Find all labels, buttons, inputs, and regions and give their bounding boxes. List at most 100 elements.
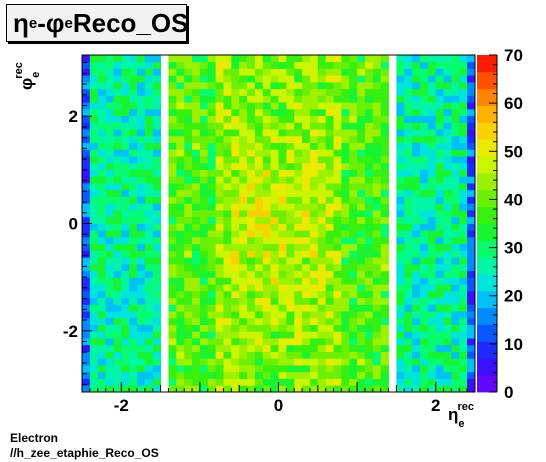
- heatmap-cell: [270, 75, 279, 83]
- heatmap-cell: [349, 257, 358, 265]
- heatmap-cell: [113, 365, 122, 373]
- heatmap-cell: [113, 176, 122, 184]
- heatmap-cell: [443, 216, 452, 224]
- heatmap-cell: [459, 203, 468, 211]
- heatmap-cell: [286, 223, 295, 231]
- heatmap-cell: [105, 236, 114, 245]
- heatmap-cell: [302, 223, 311, 231]
- heatmap-cell: [176, 196, 185, 204]
- heatmap-cell: [317, 331, 327, 339]
- heatmap-cell: [380, 115, 389, 123]
- heatmap-cell: [286, 317, 295, 325]
- heatmap-cell: [451, 250, 460, 258]
- heatmap-cell: [372, 95, 382, 103]
- heatmap-cell: [192, 189, 201, 197]
- heatmap-cell: [302, 68, 311, 76]
- heatmap-cell: [317, 236, 327, 245]
- heatmap-cell: [286, 135, 295, 144]
- heatmap-cell: [121, 277, 130, 285]
- heatmap-cell: [144, 108, 154, 117]
- heatmap-cell: [364, 243, 374, 251]
- heatmap-cell: [341, 297, 350, 305]
- heatmap-cell: [82, 169, 91, 177]
- heatmap-cell: [105, 88, 114, 96]
- heatmap-cell: [223, 223, 232, 231]
- heatmap-cell: [294, 95, 303, 103]
- heatmap-cell: [129, 88, 138, 96]
- heatmap-cell: [364, 95, 374, 103]
- heatmap-cell: [176, 149, 185, 157]
- heatmap-cell: [199, 61, 209, 69]
- heatmap-cell: [89, 189, 99, 197]
- heatmap-cell: [341, 95, 350, 103]
- heatmap-cell: [144, 371, 154, 379]
- heatmap-cell: [309, 102, 319, 110]
- heatmap-cell: [427, 358, 437, 366]
- heatmap-cell: [239, 169, 248, 177]
- heatmap-cell: [207, 183, 217, 191]
- heatmap-cell: [317, 135, 327, 144]
- heatmap-cell: [396, 371, 405, 379]
- heatmap-cell: [278, 358, 287, 366]
- heatmap-cell: [333, 129, 342, 137]
- heatmap-cell: [435, 142, 444, 150]
- heatmap-cell: [113, 297, 122, 305]
- heatmap-cell: [396, 351, 405, 359]
- heatmap-cell: [121, 142, 130, 150]
- heatmap-cell: [372, 263, 382, 272]
- heatmap-cell: [207, 250, 217, 258]
- heatmap-cell: [192, 351, 201, 359]
- heatmap-cell: [223, 331, 232, 339]
- heatmap-cell: [113, 344, 122, 352]
- heatmap-cell: [223, 236, 232, 245]
- heatmap-cell: [341, 68, 350, 76]
- heatmap-cell: [129, 210, 138, 218]
- heatmap-cell: [349, 344, 358, 352]
- heatmap-cell: [317, 196, 327, 204]
- heatmap-cell: [152, 250, 161, 258]
- heatmap-cell: [309, 183, 319, 191]
- heatmap-cell: [317, 183, 327, 191]
- heatmap-cell: [137, 277, 146, 285]
- heatmap-cell: [412, 176, 421, 184]
- heatmap-cell: [286, 385, 295, 393]
- heatmap-cell: [223, 68, 232, 76]
- heatmap-cell: [443, 210, 452, 218]
- heatmap-cell: [443, 183, 452, 191]
- heatmap-cell: [278, 122, 287, 130]
- heatmap-cell: [325, 162, 334, 170]
- heatmap-cell: [137, 129, 146, 137]
- heatmap-cell: [215, 68, 224, 76]
- heatmap-cell: [349, 149, 358, 157]
- heatmap-cell: [137, 331, 146, 339]
- heatmap-cell: [270, 290, 279, 299]
- heatmap-cell: [254, 351, 264, 359]
- heatmap-cell: [302, 236, 311, 245]
- heatmap-cell: [309, 169, 319, 177]
- heatmap-cell: [247, 95, 256, 103]
- heatmap-cell: [105, 230, 114, 238]
- heatmap-cell: [239, 304, 248, 312]
- heatmap-cell: [404, 129, 413, 137]
- heatmap-cell: [309, 311, 319, 319]
- heatmap-cell: [467, 311, 476, 319]
- heatmap-cell: [231, 250, 240, 258]
- heatmap-cell: [105, 210, 114, 218]
- heatmap-cell: [459, 331, 468, 339]
- heatmap-cell: [435, 189, 444, 197]
- heatmap-cell: [184, 122, 193, 130]
- heatmap-cell: [404, 344, 413, 352]
- heatmap-cell: [168, 365, 177, 373]
- heatmap-cell: [427, 95, 437, 103]
- heatmap-cell: [380, 304, 389, 312]
- heatmap-cell: [435, 81, 444, 90]
- heatmap-cell: [129, 351, 138, 359]
- heatmap-cell: [113, 203, 122, 211]
- heatmap-cell: [419, 176, 429, 184]
- heatmap-cell: [333, 61, 342, 69]
- heatmap-cell: [302, 257, 311, 265]
- heatmap-cell: [113, 183, 122, 191]
- heatmap-cell: [443, 270, 452, 278]
- heatmap-cell: [380, 317, 389, 325]
- heatmap-cell: [380, 210, 389, 218]
